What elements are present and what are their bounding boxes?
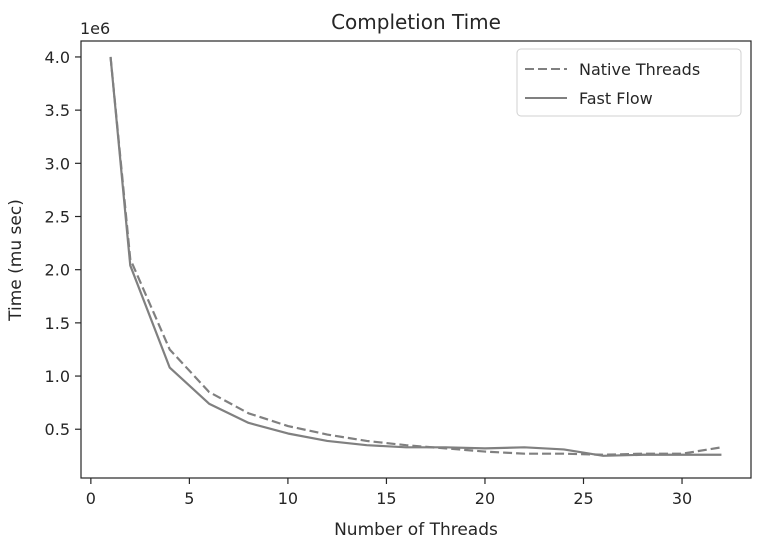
x-tick-label: 20 [475,489,495,508]
y-axis-offset-label: 1e6 [80,19,110,38]
y-tick-label: 0.5 [45,420,70,439]
y-tick-label: 3.0 [45,154,70,173]
x-tick-label: 0 [86,489,96,508]
series-line-native-threads [109,56,722,456]
series-line-fast-flow [109,56,722,457]
y-tick-label: 1.0 [45,367,70,386]
legend: Native Threads Fast Flow [516,48,742,117]
y-tick-label: 2.0 [45,261,70,280]
chart-title: Completion Time [331,10,501,34]
x-tick-label: 5 [184,489,194,508]
y-axis-ticks: 0.5 1.0 1.5 2.0 2.5 3.0 3.5 4.0 [45,48,81,439]
x-tick-label: 10 [278,489,298,508]
x-axis-ticks: 0 5 10 15 20 25 30 [86,478,692,508]
x-axis-label: Number of Threads [334,520,498,540]
y-tick-label: 3.5 [45,101,70,120]
plot-area [109,56,722,457]
y-tick-label: 4.0 [45,48,70,67]
y-tick-label: 1.5 [45,314,70,333]
x-tick-label: 25 [573,489,593,508]
legend-box [516,48,742,117]
legend-label-native-threads: Native Threads [579,60,700,79]
legend-label-fast-flow: Fast Flow [579,89,653,108]
y-axis-label: Time (mu sec) [6,199,26,322]
y-tick-label: 2.5 [45,208,70,227]
plot-frame [80,40,752,479]
x-tick-label: 30 [672,489,692,508]
x-tick-label: 15 [376,489,396,508]
